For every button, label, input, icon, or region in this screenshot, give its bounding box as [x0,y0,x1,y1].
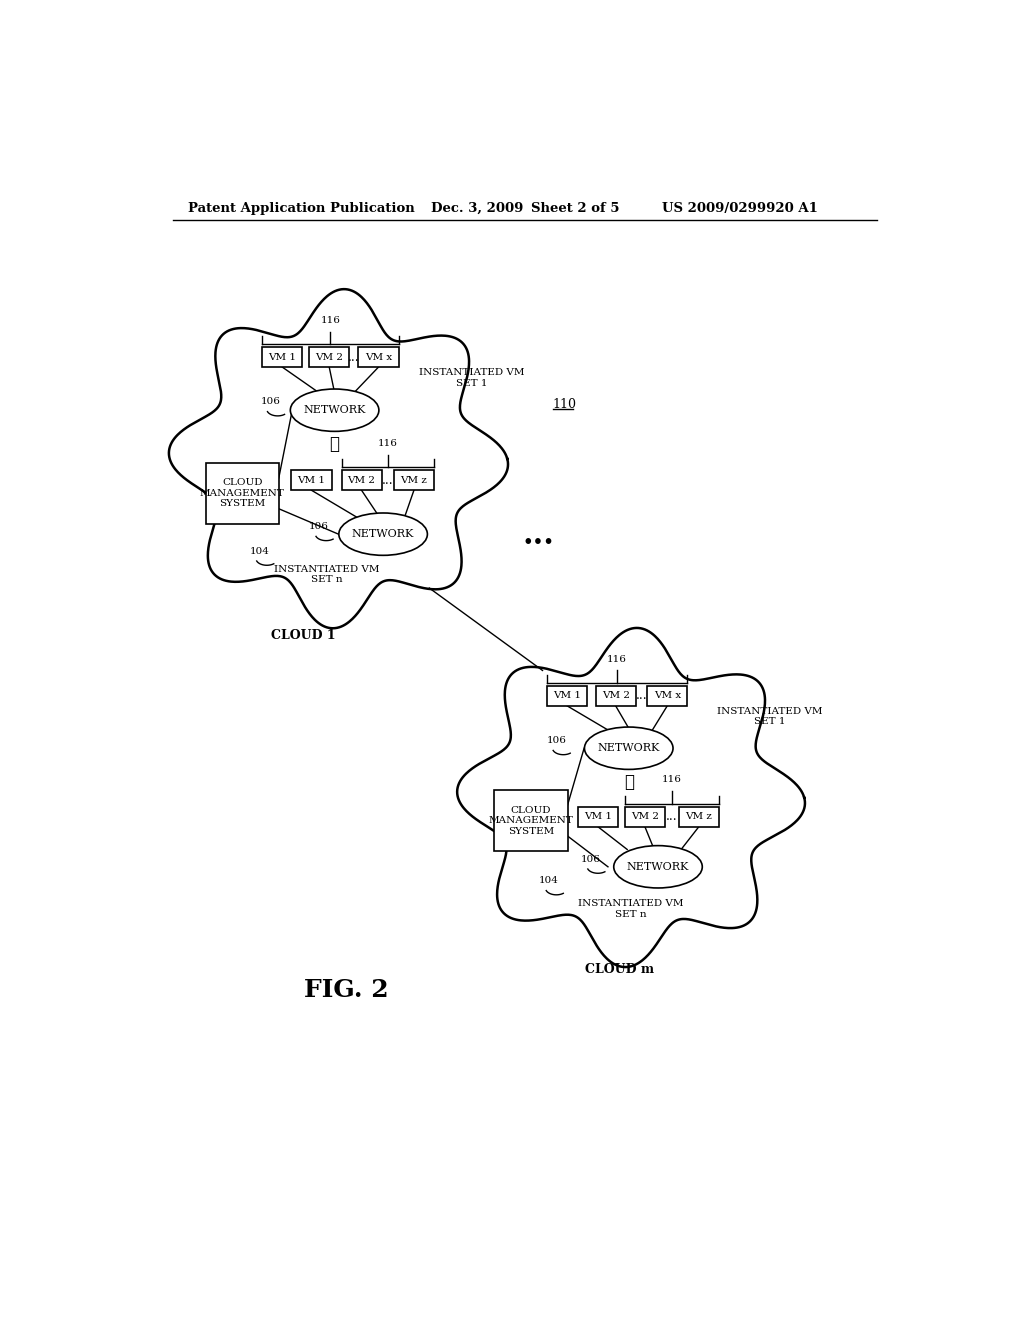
Text: INSTANTIATED VM
SET n: INSTANTIATED VM SET n [274,565,380,583]
Text: ⋮: ⋮ [330,437,340,453]
Ellipse shape [291,389,379,432]
Text: 104: 104 [250,546,270,556]
Text: Dec. 3, 2009: Dec. 3, 2009 [431,202,523,215]
FancyBboxPatch shape [647,686,687,706]
FancyBboxPatch shape [358,347,398,367]
Text: 116: 116 [662,775,682,784]
Text: INSTANTIATED VM
SET 1: INSTANTIATED VM SET 1 [419,368,525,388]
Text: ...: ... [382,474,393,487]
Text: 116: 116 [378,440,397,447]
Text: 106: 106 [309,521,329,531]
FancyBboxPatch shape [309,347,349,367]
Text: US 2009/0299920 A1: US 2009/0299920 A1 [662,202,818,215]
Text: 106: 106 [261,397,281,407]
Text: CLOUD
MANAGEMENT
SYSTEM: CLOUD MANAGEMENT SYSTEM [488,805,573,836]
Text: VM x: VM x [365,352,392,362]
FancyBboxPatch shape [495,789,567,851]
Text: VM 1: VM 1 [584,812,612,821]
Text: CLOUD m: CLOUD m [585,962,654,975]
FancyBboxPatch shape [547,686,587,706]
Ellipse shape [585,727,673,770]
FancyBboxPatch shape [292,470,332,490]
Text: NETWORK: NETWORK [627,862,689,871]
Ellipse shape [613,846,702,888]
Text: ...: ... [348,351,359,363]
Text: Sheet 2 of 5: Sheet 2 of 5 [531,202,620,215]
Text: VM x: VM x [653,692,681,701]
Text: 106: 106 [581,854,601,863]
Text: CLOUD
MANAGEMENT
SYSTEM: CLOUD MANAGEMENT SYSTEM [200,478,285,508]
Text: 116: 116 [607,655,627,664]
FancyBboxPatch shape [394,470,434,490]
Text: Patent Application Publication: Patent Application Publication [188,202,415,215]
Text: INSTANTIATED VM
SET 1: INSTANTIATED VM SET 1 [717,708,823,726]
Text: VM 1: VM 1 [553,692,582,701]
FancyBboxPatch shape [342,470,382,490]
Ellipse shape [339,513,427,556]
Text: VM 2: VM 2 [347,475,376,484]
Text: FIG. 2: FIG. 2 [304,978,388,1002]
Text: 104: 104 [539,876,559,886]
FancyBboxPatch shape [625,807,665,826]
Text: VM z: VM z [400,475,427,484]
Text: 110: 110 [553,399,577,412]
Text: NETWORK: NETWORK [303,405,366,416]
Text: ...: ... [522,520,555,552]
FancyBboxPatch shape [578,807,617,826]
Text: NETWORK: NETWORK [352,529,415,539]
FancyBboxPatch shape [679,807,719,826]
Text: NETWORK: NETWORK [598,743,659,754]
FancyBboxPatch shape [262,347,302,367]
FancyBboxPatch shape [596,686,636,706]
Text: 106: 106 [547,737,566,744]
Text: VM 2: VM 2 [602,692,630,701]
Text: VM 1: VM 1 [298,475,326,484]
Text: ⋮: ⋮ [624,774,634,791]
Text: VM 1: VM 1 [268,352,296,362]
Text: VM 2: VM 2 [315,352,343,362]
Text: VM 2: VM 2 [631,812,658,821]
Text: CLOUD 1: CLOUD 1 [271,630,336,643]
Text: 116: 116 [321,315,340,325]
Text: ...: ... [636,689,647,702]
FancyBboxPatch shape [206,462,279,524]
Text: VM z: VM z [685,812,713,821]
Text: INSTANTIATED VM
SET n: INSTANTIATED VM SET n [579,899,684,919]
Text: ...: ... [666,810,678,824]
